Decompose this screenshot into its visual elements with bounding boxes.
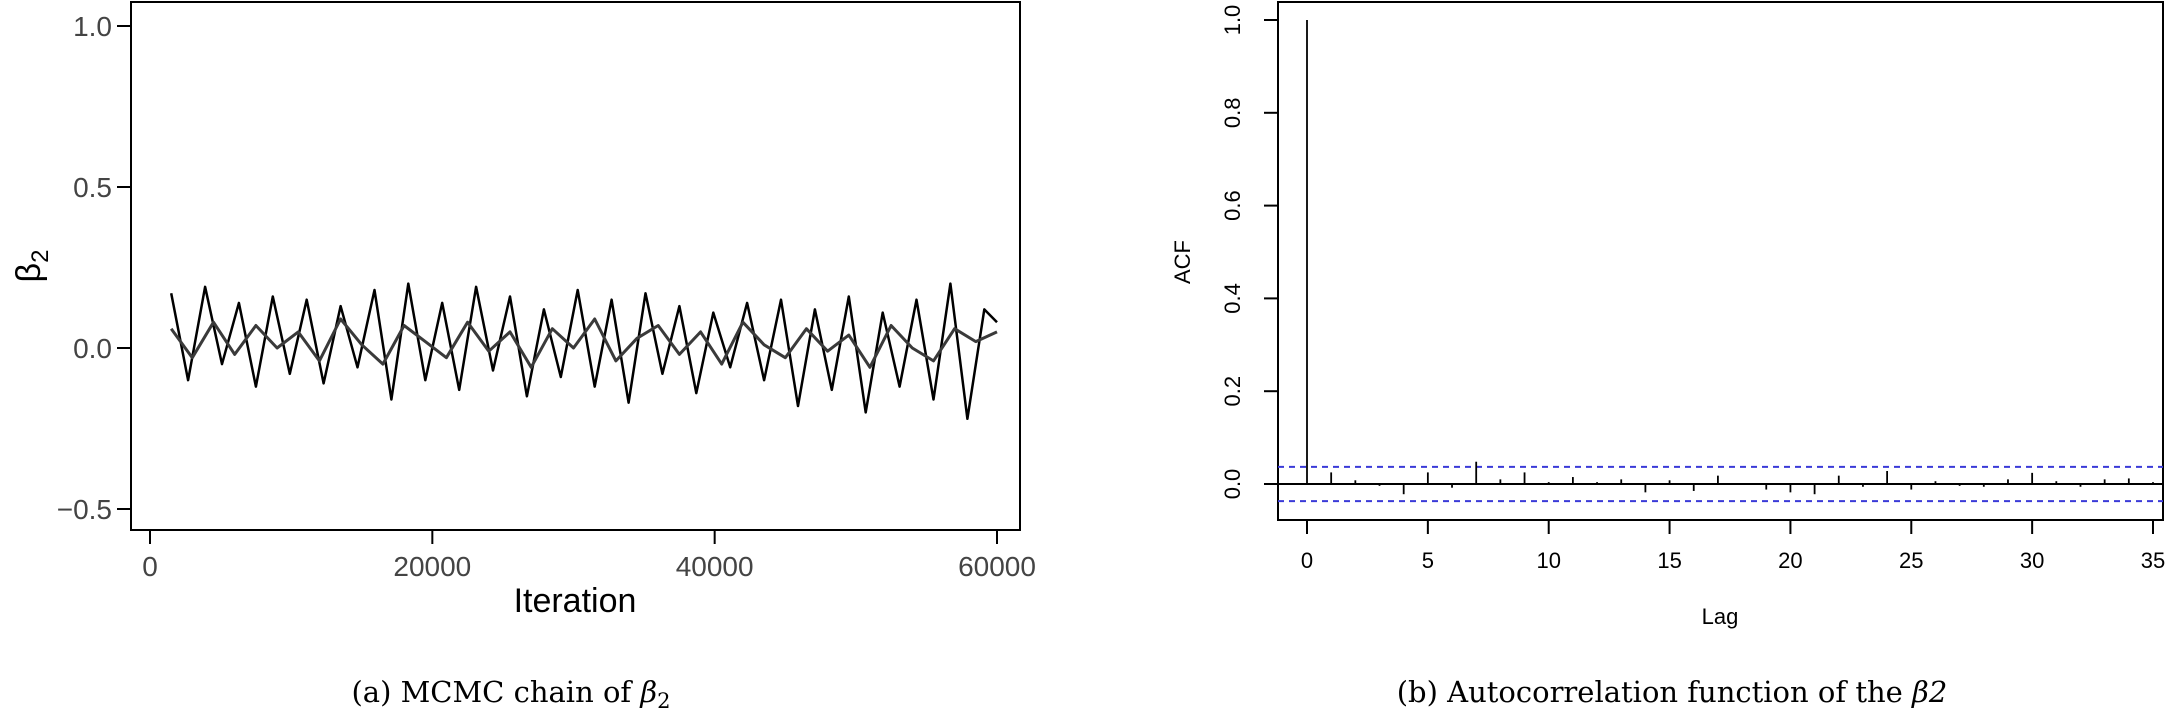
acf-x-ticks: 0 5 10 15 20 25 30 35 [1301, 520, 2165, 573]
acf-y-ticks: 0.0 0.2 0.4 0.6 0.8 1.0 [1220, 5, 1278, 500]
caption-b: (b) Autocorrelation function of the β2 [1397, 675, 1948, 709]
acf-x-axis-label: Lag [1702, 604, 1739, 629]
trace-y-axis-label-symbol: β [10, 263, 48, 283]
acf-x-tick-label: 20 [1778, 548, 1802, 573]
acf-x-tick-label: 10 [1536, 548, 1560, 573]
acf-y-axis-label: ACF [1170, 240, 1195, 284]
trace-x-tick-label: 20000 [393, 551, 471, 582]
caption-a-subscript: 2 [657, 689, 670, 712]
acf-plot-frame [1277, 1, 2164, 521]
trace-series-line-2 [169, 317, 998, 369]
acf-y-tick-label: 0.8 [1220, 98, 1245, 129]
acf-y-tick-label: 0.2 [1220, 376, 1245, 407]
acf-x-tick-label: 35 [2141, 548, 2165, 573]
trace-y-axis-label-subscript: 2 [27, 250, 54, 263]
acf-y-tick-label: 0.0 [1220, 469, 1245, 500]
acf-x-tick-label: 30 [2020, 548, 2044, 573]
acf-x-tick-label: 5 [1422, 548, 1434, 573]
trace-x-tick-label: 60000 [958, 551, 1036, 582]
mcmc-trace-panel: 0 20000 40000 60000 −0.5 0.0 0.5 1.0 Iteration… [10, 1, 1036, 620]
acf-y-tick-label: 1.0 [1220, 5, 1245, 36]
caption-b-text: (b) Autocorrelation function of the [1397, 675, 1912, 709]
trace-x-axis-label: Iteration [514, 582, 637, 620]
caption-a-text: (a) MCMC chain of [351, 675, 640, 709]
acf-x-tick-label: 25 [1899, 548, 1923, 573]
trace-x-tick-label: 40000 [676, 551, 754, 582]
caption-a-symbol: β [639, 675, 657, 709]
trace-y-axis-label: β2 [10, 250, 54, 283]
caption-a: (a) MCMC chain of β2 [351, 675, 670, 712]
trace-x-ticks: 0 20000 40000 60000 [142, 530, 1036, 582]
trace-y-tick-label: −0.5 [57, 494, 112, 525]
acf-bars [1278, 20, 2163, 503]
trace-x-tick-label: 0 [142, 551, 158, 582]
trace-y-tick-label: 1.0 [73, 11, 112, 42]
acf-y-tick-label: 0.6 [1220, 190, 1245, 221]
trace-series-line-1 [169, 282, 998, 421]
trace-plot-frame [130, 1, 1021, 531]
trace-y-tick-label: 0.5 [73, 172, 112, 203]
acf-panel: 0 5 10 15 20 25 30 35 0.0 0.2 0.4 0.6 0.8 1.0 Lag AC… [1170, 1, 2165, 629]
acf-x-tick-label: 0 [1301, 548, 1313, 573]
caption-b-symbol: β2 [1911, 675, 1947, 709]
trace-y-ticks: −0.5 0.0 0.5 1.0 [57, 11, 131, 525]
trace-y-tick-label: 0.0 [73, 333, 112, 364]
trace-series [169, 282, 998, 421]
acf-x-tick-label: 15 [1657, 548, 1681, 573]
acf-y-tick-label: 0.4 [1220, 283, 1245, 314]
